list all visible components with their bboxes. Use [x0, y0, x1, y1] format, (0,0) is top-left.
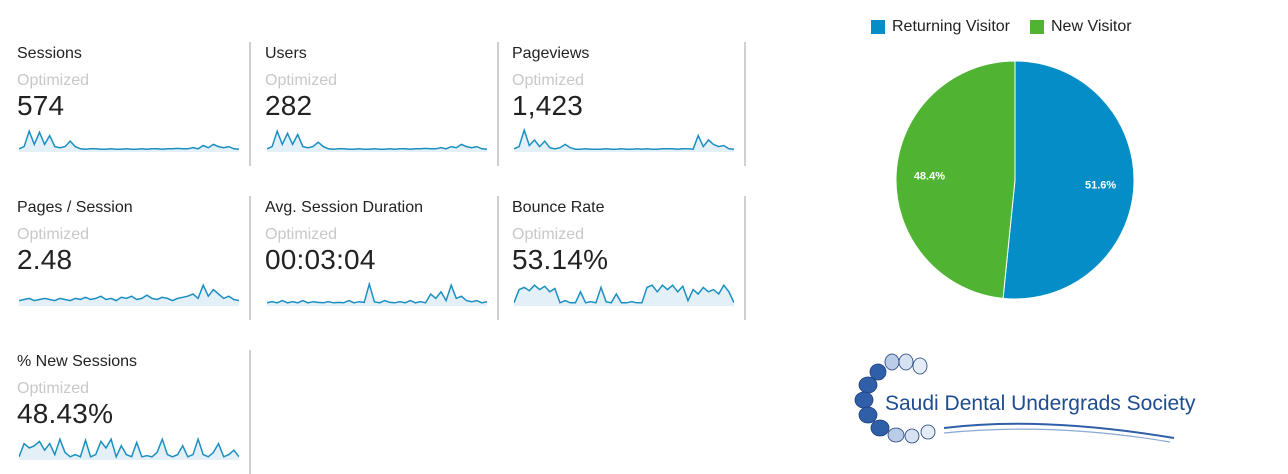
- legend-item-returning-visitor[interactable]: Returning Visitor: [871, 18, 1010, 36]
- metric-name: Users: [265, 45, 307, 62]
- metric-name: % New Sessions: [17, 353, 138, 370]
- metric-subtitle: Optimized: [17, 72, 90, 89]
- metric-value: 1,423: [512, 90, 584, 121]
- metric-value: 574: [17, 90, 65, 121]
- sparkline: [514, 127, 734, 152]
- logo-text: Saudi Dental Undergrads Society: [885, 392, 1196, 415]
- sparkline: [19, 436, 239, 460]
- metric-subtitle: Optimized: [512, 72, 585, 89]
- metric-bounce-rate[interactable]: Bounce Rate Optimized 53.14%: [512, 196, 746, 320]
- sparkline: [19, 283, 239, 306]
- sparkline-area: [267, 131, 487, 152]
- sparkline-line: [19, 436, 239, 459]
- sparkline: [267, 281, 487, 306]
- metric-name: Pages / Session: [17, 199, 133, 216]
- pie-slice-label: 51.6%: [1085, 179, 1116, 191]
- sparkline-area: [267, 284, 487, 306]
- pie-slice-returning-visitor: [1002, 60, 1135, 300]
- metric-subtitle: Optimized: [17, 380, 90, 397]
- metric-name: Avg. Session Duration: [265, 199, 424, 216]
- sparkline: [514, 283, 734, 306]
- metric-new-sessions[interactable]: % New Sessions Optimized 48.43%: [17, 350, 251, 474]
- legend-swatch: [1029, 20, 1044, 34]
- legend-item-new-visitor[interactable]: New Visitor: [1029, 18, 1132, 36]
- sparkline-line: [19, 283, 239, 302]
- legend-label: Returning Visitor: [892, 18, 1010, 35]
- sparkline-line: [514, 283, 734, 304]
- metric-pages-per-session[interactable]: Pages / Session Optimized 2.48: [17, 196, 251, 320]
- legend-label: New Visitor: [1050, 18, 1132, 35]
- metric-subtitle: Optimized: [17, 226, 90, 243]
- pie-slice-label: 48.4%: [914, 171, 945, 183]
- sparkline-area: [19, 285, 239, 306]
- metric-avg-session-duration[interactable]: Avg. Session Duration Optimized 00:03:04: [265, 196, 499, 320]
- metric-subtitle: Optimized: [265, 226, 338, 243]
- metric-subtitle: Optimized: [512, 226, 585, 243]
- tooth-ring-logo-icon: [854, 353, 1175, 444]
- metric-pageviews[interactable]: Pageviews Optimized 1,423: [512, 42, 746, 166]
- metric-sessions[interactable]: Sessions Optimized 574: [17, 42, 251, 166]
- sparkline-line: [267, 128, 487, 150]
- visitor-type-pie-chart: 51.6% 48.4%: [895, 60, 1135, 300]
- sparkline-area: [514, 130, 734, 152]
- pie-slice-new-visitor: [895, 60, 1016, 299]
- saudi-dental-undergrads-society-logo: Saudi Dental Undergrads Society: [852, 352, 1196, 448]
- metric-value: 282: [265, 90, 313, 121]
- sparkline-area: [19, 131, 239, 152]
- metric-value: 2.48: [17, 244, 73, 275]
- sparkline-line: [267, 281, 487, 304]
- sparkline: [267, 128, 487, 152]
- sparkline-line: [514, 127, 734, 150]
- metric-value: 00:03:04: [265, 244, 376, 275]
- metric-value: 53.14%: [512, 244, 609, 275]
- legend-swatch: [871, 20, 885, 34]
- sparkline: [19, 128, 239, 152]
- pie-legend: Returning Visitor New Visitor: [871, 18, 1152, 36]
- metric-name: Bounce Rate: [512, 199, 605, 216]
- metric-name: Pageviews: [512, 45, 590, 62]
- metric-subtitle: Optimized: [265, 72, 338, 89]
- sparkline-line: [19, 128, 239, 150]
- metric-value: 48.43%: [17, 398, 114, 429]
- metric-users[interactable]: Users Optimized 282: [265, 42, 499, 166]
- sparkline-area: [19, 439, 239, 460]
- metric-name: Sessions: [17, 45, 82, 62]
